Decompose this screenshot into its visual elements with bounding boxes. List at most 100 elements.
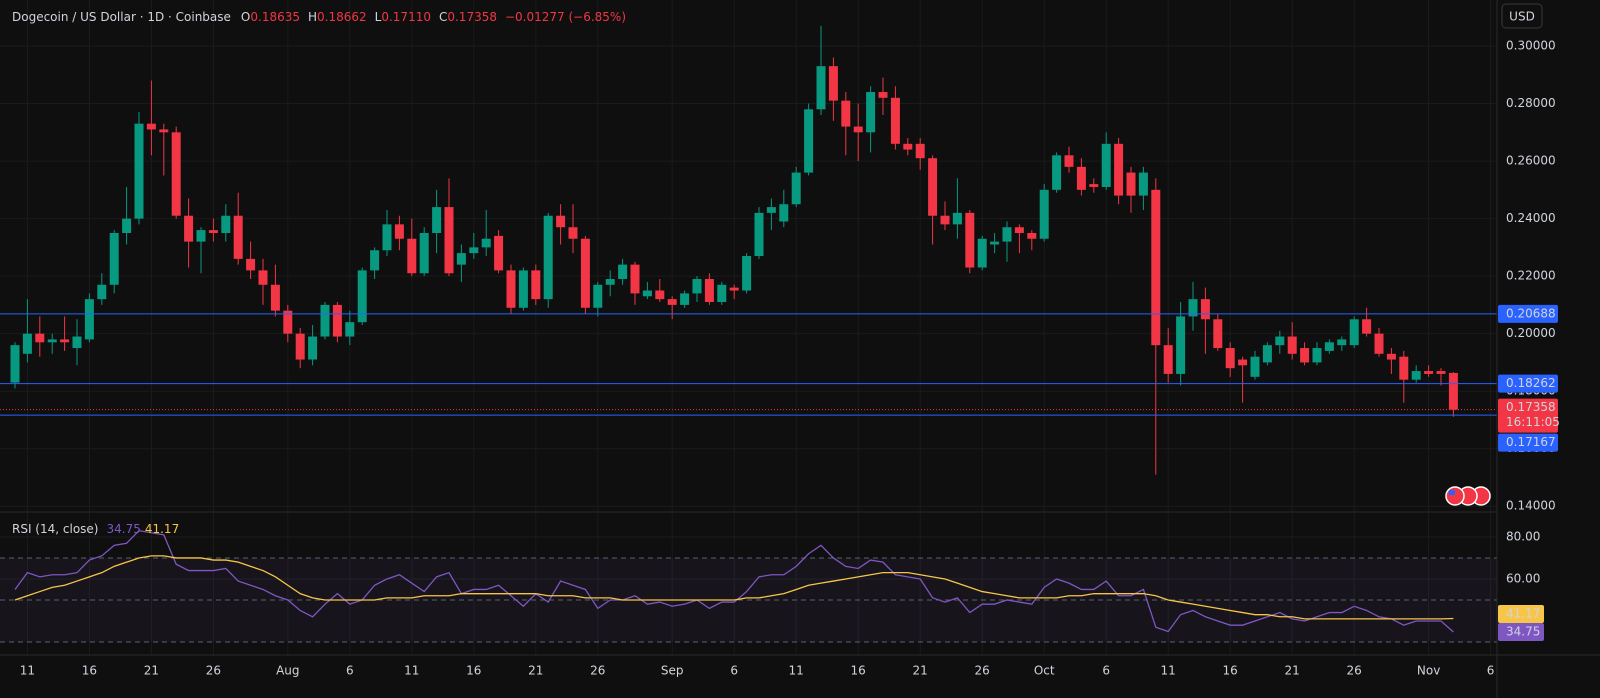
- candle-body: [221, 215, 231, 233]
- current-price-label-bg: [1498, 398, 1558, 433]
- symbol-legend: Dogecoin / US Dollar · 1D · Coinbase O0.1…: [12, 10, 626, 24]
- candle-body: [1250, 356, 1260, 377]
- candle-body: [1200, 299, 1210, 320]
- candle-body: [1151, 189, 1161, 346]
- x-tick-label: 6: [1487, 664, 1495, 678]
- x-tick-label: Sep: [661, 664, 684, 678]
- candle-body: [1312, 348, 1322, 363]
- y-tick-label: 0.28000: [1506, 96, 1556, 110]
- currency-button[interactable]: [1501, 3, 1543, 29]
- candle-body: [828, 66, 838, 101]
- flag-icons: [1445, 486, 1491, 506]
- candle-body: [556, 215, 566, 228]
- candle-body: [270, 284, 280, 311]
- candle-body: [729, 287, 739, 291]
- y-tick-label: 60.00: [1506, 571, 1540, 585]
- price-label-bg: [1498, 304, 1558, 323]
- candle-body: [1101, 143, 1111, 187]
- candle-body: [680, 293, 690, 305]
- candle-body: [84, 299, 94, 340]
- candle-body: [332, 304, 342, 337]
- ohlc-key: H: [308, 10, 317, 24]
- indicator-line: [14, 529, 1454, 633]
- candle-body: [444, 207, 454, 274]
- indicator-value: 41.17: [145, 522, 179, 536]
- y-tick-label: 0.20000: [1506, 326, 1556, 340]
- candle-body: [630, 264, 640, 294]
- candle-body: [146, 123, 156, 130]
- candle-body: [47, 339, 57, 343]
- candle-body: [766, 207, 776, 213]
- indicator-label: 34.75: [1506, 625, 1540, 639]
- candle-body: [72, 336, 82, 349]
- x-tick-label: 21: [1285, 664, 1300, 678]
- candle-body: [1362, 319, 1372, 334]
- candle-body: [171, 132, 181, 216]
- x-tick-label: 11: [789, 664, 804, 678]
- candle-body: [1424, 371, 1434, 374]
- ohlc-value: 0.18662: [317, 10, 367, 24]
- candle-body: [618, 264, 628, 280]
- x-tick-label: 26: [975, 664, 990, 678]
- x-tick-label: 11: [404, 664, 419, 678]
- candle-body: [1238, 359, 1248, 366]
- symbol-title: Dogecoin / US Dollar · 1D · Coinbase: [12, 10, 231, 24]
- rsi-background: [0, 557, 1497, 643]
- candle-body: [1324, 342, 1334, 351]
- candle-body: [866, 92, 876, 133]
- candle-body: [791, 172, 801, 205]
- candle-body: [233, 215, 243, 259]
- candle-body: [419, 232, 429, 274]
- candle-body: [1399, 356, 1409, 380]
- candle-body: [308, 336, 318, 360]
- x-tick-label: 11: [1161, 664, 1176, 678]
- candle-body: [928, 158, 938, 216]
- candle-body: [1436, 371, 1446, 374]
- ohlc-value: 0.17358: [447, 10, 497, 24]
- y-tick-label: 0.22000: [1506, 269, 1556, 283]
- candle-body: [977, 238, 987, 268]
- y-tick-label: 80.00: [1506, 529, 1540, 543]
- candle-body: [853, 126, 863, 133]
- candle-body: [667, 299, 677, 305]
- candle-body: [184, 215, 194, 242]
- change-value: −0.01277 (−6.85%): [505, 10, 626, 24]
- candle-body: [1374, 333, 1384, 354]
- plot: [0, 25, 1497, 633]
- candle-body: [1126, 172, 1136, 196]
- indicator-label: 41.17: [1506, 607, 1540, 621]
- price-label: 0.17167: [1506, 435, 1556, 449]
- candle-body: [952, 212, 962, 225]
- candle-body: [890, 97, 900, 144]
- candle-body: [841, 100, 851, 127]
- indicator-label-bg: [1498, 623, 1544, 641]
- candle-body: [1349, 319, 1359, 346]
- candle-body: [1114, 143, 1124, 196]
- candle-body: [531, 270, 541, 300]
- x-tick-label: 6: [730, 664, 738, 678]
- candle-body: [1064, 155, 1074, 167]
- x-tick-label: 26: [206, 664, 221, 678]
- candle-body: [357, 270, 367, 323]
- candle-body: [469, 247, 479, 254]
- candle-body: [704, 279, 714, 303]
- event-icon[interactable]: [1445, 486, 1465, 506]
- indicator-label-bg: [1498, 605, 1544, 623]
- candle-body: [258, 270, 268, 285]
- candle-body: [456, 253, 466, 265]
- candle-body: [283, 310, 293, 334]
- candle-body: [1275, 336, 1285, 346]
- x-tick-label: Aug: [276, 664, 299, 678]
- candle-body: [394, 224, 404, 239]
- ohlc-value: 0.18635: [250, 10, 300, 24]
- candle-body: [543, 215, 553, 300]
- x-tick-label: 16: [1223, 664, 1238, 678]
- candle-body: [878, 92, 888, 98]
- candle-body: [345, 322, 355, 337]
- x-tick-label: 26: [1347, 664, 1362, 678]
- candle-body: [1337, 339, 1347, 346]
- x-tick-label: 21: [913, 664, 928, 678]
- x-tick-label: 16: [82, 664, 97, 678]
- candle-body: [717, 284, 727, 303]
